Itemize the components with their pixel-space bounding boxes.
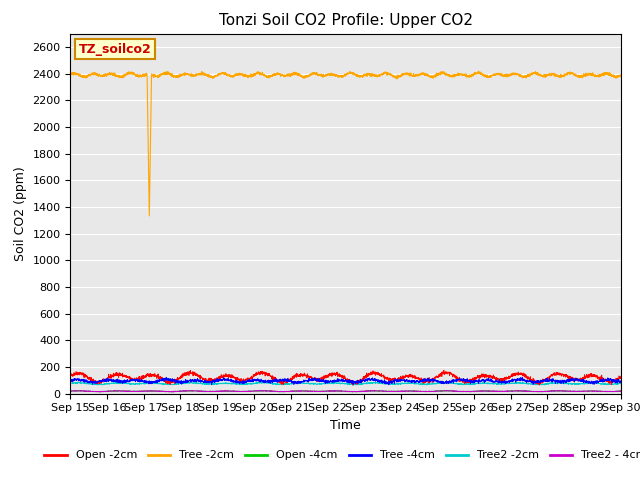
Tree2 -2cm: [349, 383, 357, 388]
Open -4cm: [441, 387, 449, 393]
Open -2cm: [617, 374, 625, 380]
Tree -2cm: [475, 68, 483, 74]
Legend: Open -2cm, Tree -2cm, Open -4cm, Tree -4cm, Tree2 -2cm, Tree2 - 4cm: Open -2cm, Tree -2cm, Open -4cm, Tree -4…: [40, 446, 640, 465]
Line: Open -2cm: Open -2cm: [70, 370, 621, 385]
Tree2 -2cm: [301, 381, 309, 386]
Tree -2cm: [129, 72, 137, 77]
Open -4cm: [607, 389, 614, 395]
Line: Tree -2cm: Tree -2cm: [70, 71, 621, 216]
Tree2 -2cm: [67, 380, 74, 386]
Tree -4cm: [208, 382, 216, 388]
Open -4cm: [301, 388, 309, 394]
Tree2 - 4cm: [617, 388, 625, 394]
Tree -2cm: [547, 72, 555, 77]
Tree2 - 4cm: [278, 389, 285, 395]
Line: Tree2 -2cm: Tree2 -2cm: [70, 382, 621, 385]
Open -2cm: [607, 378, 614, 384]
Open -2cm: [162, 380, 170, 386]
Tree2 -2cm: [278, 381, 285, 387]
Tree2 - 4cm: [607, 389, 614, 395]
Tree -4cm: [617, 379, 625, 385]
Tree2 -2cm: [332, 379, 339, 385]
Tree2 -2cm: [607, 382, 614, 387]
Line: Open -4cm: Open -4cm: [70, 390, 621, 392]
Tree -2cm: [607, 72, 614, 77]
Open -2cm: [129, 376, 137, 382]
Tree -4cm: [301, 378, 309, 384]
Tree2 -2cm: [129, 381, 137, 387]
Tree -4cm: [278, 378, 285, 384]
Tree -4cm: [162, 376, 170, 382]
Tree2 - 4cm: [547, 388, 555, 394]
Tree2 - 4cm: [96, 389, 104, 395]
Line: Tree -4cm: Tree -4cm: [70, 377, 621, 385]
Tree2 - 4cm: [129, 388, 137, 394]
Line: Tree2 - 4cm: Tree2 - 4cm: [70, 390, 621, 392]
Open -2cm: [278, 380, 285, 386]
Open -4cm: [278, 389, 285, 395]
Open -4cm: [276, 389, 284, 395]
Open -4cm: [162, 389, 170, 395]
Tree -2cm: [301, 75, 309, 81]
Tree2 - 4cm: [162, 389, 170, 395]
Tree2 - 4cm: [221, 387, 229, 393]
Tree2 -2cm: [617, 381, 625, 386]
Tree -4cm: [519, 374, 527, 380]
Tree -4cm: [129, 376, 137, 382]
Tree -4cm: [547, 377, 555, 383]
Open -4cm: [617, 388, 625, 394]
Tree2 - 4cm: [67, 388, 74, 394]
Open -4cm: [547, 388, 555, 394]
X-axis label: Time: Time: [330, 419, 361, 432]
Open -4cm: [67, 388, 74, 394]
Open -2cm: [301, 372, 309, 378]
Open -2cm: [67, 372, 74, 378]
Open -2cm: [349, 382, 356, 388]
Tree -4cm: [607, 376, 614, 382]
Tree -4cm: [67, 377, 74, 383]
Tree -2cm: [617, 73, 625, 79]
Open -4cm: [129, 388, 137, 394]
Tree -2cm: [278, 72, 285, 77]
Open -2cm: [547, 372, 555, 378]
Text: TZ_soilco2: TZ_soilco2: [79, 43, 152, 56]
Tree -2cm: [67, 72, 74, 78]
Y-axis label: Soil CO2 (ppm): Soil CO2 (ppm): [14, 166, 27, 261]
Tree2 - 4cm: [302, 388, 310, 394]
Open -2cm: [440, 367, 448, 373]
Title: Tonzi Soil CO2 Profile: Upper CO2: Tonzi Soil CO2 Profile: Upper CO2: [219, 13, 472, 28]
Tree -2cm: [145, 213, 153, 219]
Tree2 -2cm: [162, 381, 170, 387]
Tree2 -2cm: [547, 380, 555, 386]
Tree -2cm: [162, 72, 170, 77]
